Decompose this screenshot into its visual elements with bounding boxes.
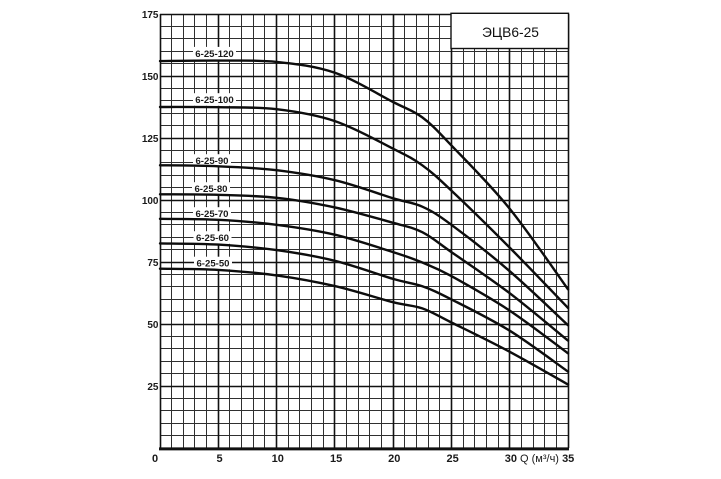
svg-text:5: 5 [216, 453, 222, 465]
svg-text:50: 50 [147, 320, 159, 331]
svg-text:6-25-120: 6-25-120 [195, 49, 233, 60]
svg-text:Q (м³/ч): Q (м³/ч) [520, 453, 559, 465]
svg-text:125: 125 [142, 134, 159, 145]
svg-text:25: 25 [147, 382, 159, 393]
svg-text:30: 30 [505, 453, 517, 465]
svg-text:6-25-60: 6-25-60 [196, 233, 229, 244]
svg-text:6-25-90: 6-25-90 [195, 156, 228, 167]
svg-text:6-25-50: 6-25-50 [196, 259, 229, 270]
svg-text:10: 10 [272, 453, 284, 465]
svg-text:6-25-100: 6-25-100 [195, 95, 233, 106]
svg-text:20: 20 [388, 453, 400, 465]
svg-text:25: 25 [446, 453, 458, 465]
svg-text:175: 175 [142, 10, 159, 21]
svg-text:15: 15 [330, 453, 342, 465]
svg-text:6-25-80: 6-25-80 [194, 184, 227, 195]
svg-text:150: 150 [142, 72, 159, 83]
svg-text:6-25-70: 6-25-70 [195, 209, 228, 220]
svg-text:100: 100 [142, 196, 159, 207]
svg-text:ЭЦВ6-25: ЭЦВ6-25 [482, 25, 539, 40]
svg-text:0: 0 [152, 453, 158, 465]
svg-text:75: 75 [147, 258, 159, 269]
svg-text:35: 35 [562, 453, 574, 465]
